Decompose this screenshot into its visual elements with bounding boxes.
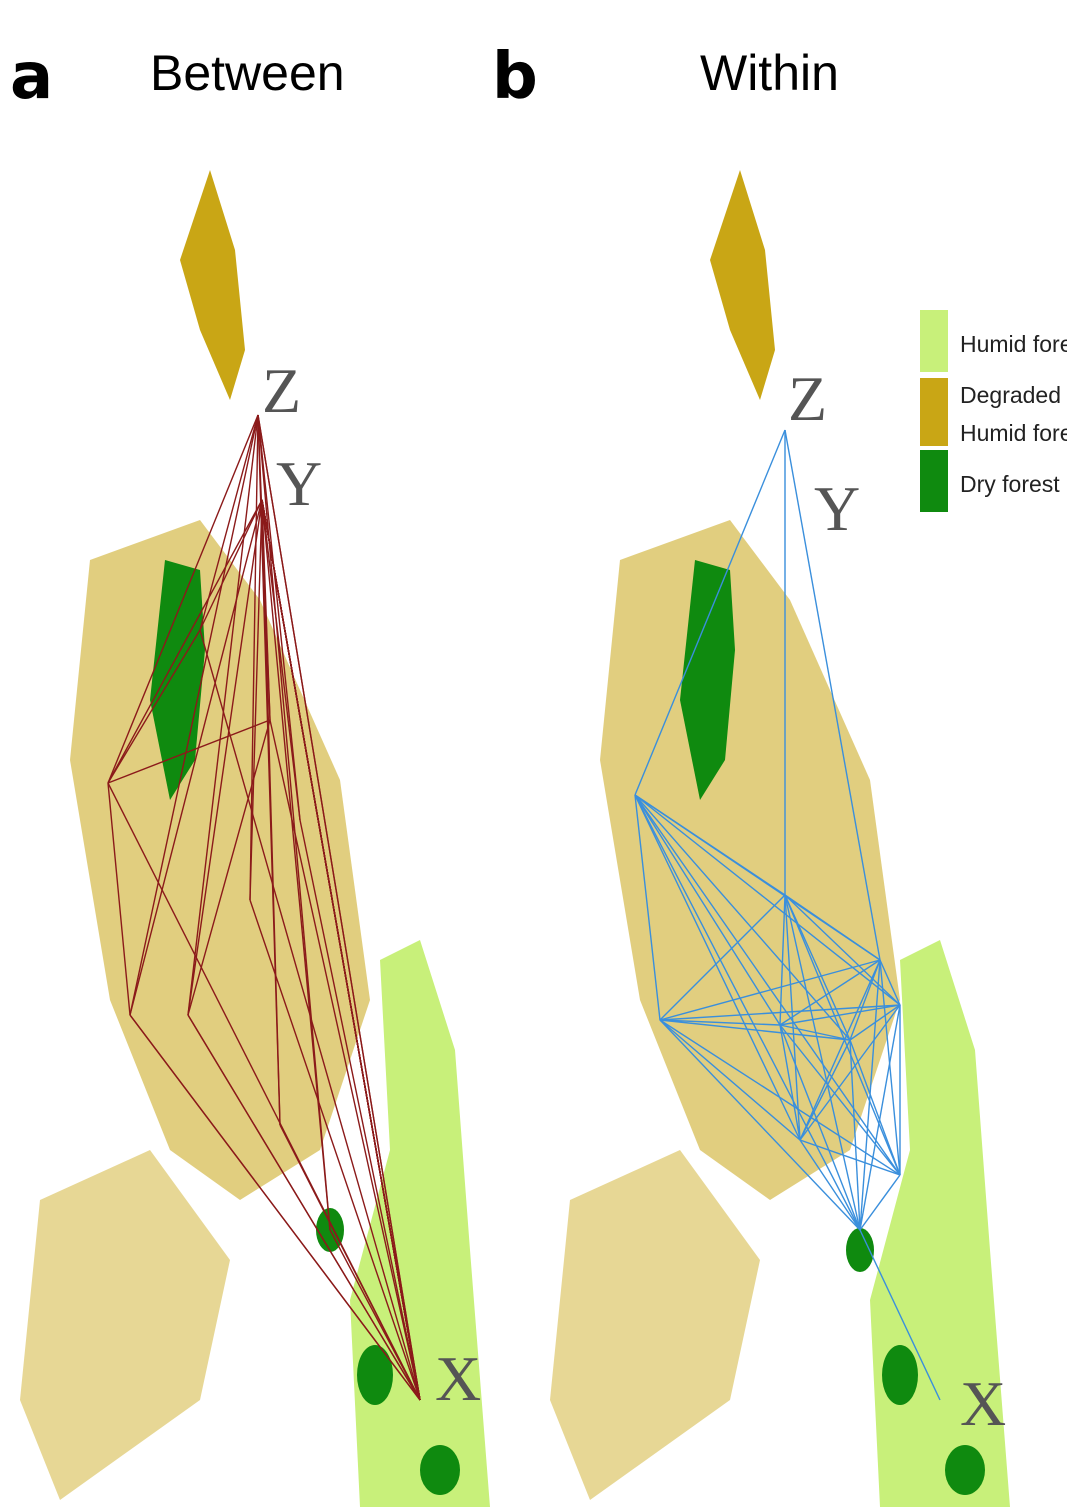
dry-forest (945, 1445, 985, 1495)
site-label: X (435, 1343, 481, 1414)
legend-swatch (920, 378, 948, 446)
degraded-forest (20, 1150, 230, 1500)
legend-label: Dry forest (960, 471, 1060, 497)
site-label: Z (262, 355, 301, 426)
legend-label: Humid forest (960, 331, 1067, 357)
dry-forest (882, 1345, 918, 1405)
panel-title: Between (150, 45, 345, 101)
degraded-forest (710, 170, 775, 400)
site-label: Z (788, 363, 827, 434)
site-label: X (960, 1368, 1006, 1439)
panel-letter: a (10, 40, 53, 114)
degraded-forest (180, 170, 245, 400)
panel-title: Within (700, 45, 839, 101)
degraded-forest (550, 1150, 760, 1500)
dry-forest (357, 1345, 393, 1405)
site-label: Y (276, 448, 322, 519)
legend-swatch (920, 310, 948, 372)
map-a (20, 170, 490, 1507)
legend-label: Humid forest (960, 420, 1067, 446)
site-label: Y (814, 473, 860, 544)
humid-forest (350, 940, 490, 1507)
legend-swatch (920, 450, 948, 512)
dry-forest (420, 1445, 460, 1495)
legend-label: Degraded (960, 382, 1061, 408)
figure: a Between Z Y X b Within Z Y X Humid for… (0, 0, 1067, 1507)
legend: Humid forest Degraded Humid forest Dry f… (920, 310, 1067, 512)
panel-letter: b (492, 40, 538, 114)
